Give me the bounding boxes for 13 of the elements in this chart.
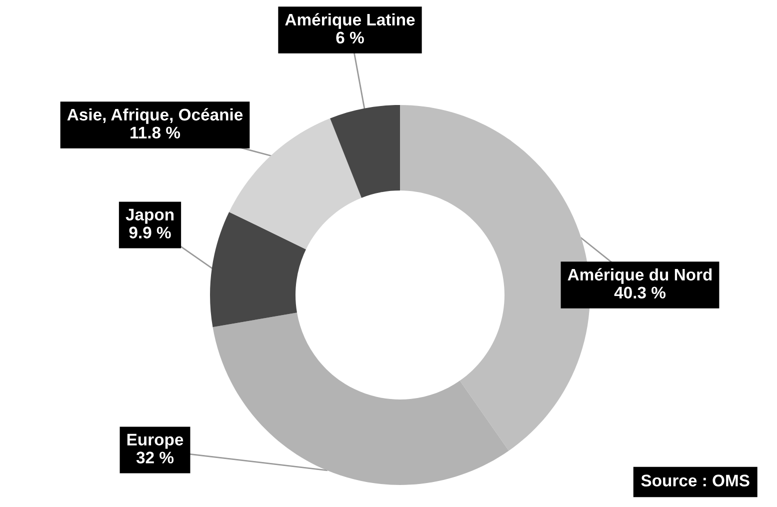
slice-label: Amérique du Nord — [568, 268, 712, 284]
donut-slice — [210, 212, 306, 328]
data-label: 32 % — [136, 452, 174, 464]
slice-label: Europe — [127, 434, 184, 449]
data-label: 6 % — [336, 32, 364, 44]
data-label: 9.9 % — [129, 226, 171, 238]
data-label: 40.3 % — [614, 286, 666, 299]
source-note: Source : OMS — [641, 474, 750, 486]
data-label: 11.8 % — [130, 126, 180, 139]
slice-label: Japon — [126, 208, 174, 224]
slice-label: Asie, Afrique, Océanie — [67, 108, 243, 124]
slice-label: Amérique Latine — [285, 13, 415, 29]
donut-slice — [330, 105, 400, 198]
